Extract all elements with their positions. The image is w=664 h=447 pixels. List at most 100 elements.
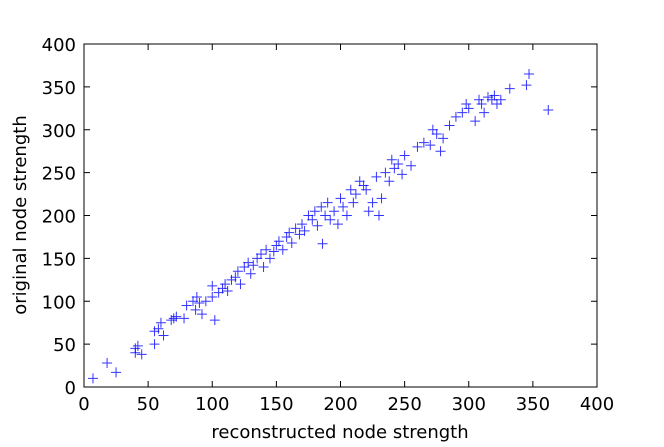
point [226,274,237,285]
point [136,349,147,360]
point [412,141,423,152]
point [335,193,346,204]
point [418,137,429,148]
point [380,167,391,178]
point [521,80,532,91]
x-tick-label: 0 [78,394,89,415]
point [255,249,266,260]
point [155,317,166,328]
point [461,99,472,110]
point [286,237,297,248]
point [171,311,182,322]
point [153,323,164,334]
point [489,90,500,101]
point [166,315,177,326]
point [261,244,272,255]
point [252,253,263,264]
point [207,280,218,291]
point [322,197,333,208]
point [281,231,292,242]
point [358,180,369,191]
point [232,266,243,277]
point [213,287,224,298]
x-tick-label: 350 [516,394,550,415]
point [243,257,254,268]
point [425,140,436,151]
point [87,373,98,384]
point [338,201,349,212]
point [190,304,201,315]
point [207,291,218,302]
point [309,206,320,217]
point [491,99,502,110]
point [393,159,404,170]
point [179,313,190,324]
point [297,219,308,230]
point [474,94,485,105]
point [399,150,410,161]
point [209,315,220,326]
point [168,313,179,324]
x-tick-label: 300 [452,394,486,415]
point [470,116,481,127]
point [486,94,497,105]
y-tick-label: 200 [42,207,76,228]
point [350,189,361,200]
point [290,223,301,234]
point [284,227,295,238]
y-tick-label: 350 [42,78,76,99]
y-tick-label: 50 [53,335,76,356]
y-tick-label: 100 [42,292,76,313]
point [220,279,231,290]
point [427,124,438,135]
point [273,236,284,247]
point [543,105,554,116]
point [332,219,343,230]
point [194,297,205,308]
point [345,184,356,195]
point [200,296,211,307]
x-axis-label: reconstructed node strength [211,422,468,443]
point [188,296,199,307]
point [158,330,169,341]
point [258,261,269,272]
point [271,240,282,251]
point [367,197,378,208]
x-tick-label: 250 [387,394,421,415]
point [361,184,372,195]
point [299,225,310,236]
point [431,129,442,140]
point [217,283,228,294]
y-tick-label: 400 [42,35,76,56]
point [248,260,259,271]
point [191,291,202,302]
point [348,197,359,208]
point [438,133,449,144]
point [307,214,318,225]
point [406,160,417,171]
point [463,103,474,114]
x-tick-label: 200 [323,394,357,415]
y-axis-label: original node strength [10,115,31,314]
point [149,326,160,337]
x-tick-label: 150 [259,394,293,415]
point [245,268,256,279]
point [316,201,327,212]
point [479,107,490,118]
x-tick-label: 100 [195,394,229,415]
x-tick-label: 50 [137,394,160,415]
point [235,279,246,290]
point [397,169,408,180]
point [130,343,141,354]
point [524,69,535,80]
point [149,339,160,350]
point [132,340,143,351]
point [325,214,336,225]
point [482,92,493,103]
y-tick-label: 0 [65,378,76,399]
point [373,210,384,221]
point [239,261,250,272]
point [386,154,397,165]
point [504,83,515,94]
